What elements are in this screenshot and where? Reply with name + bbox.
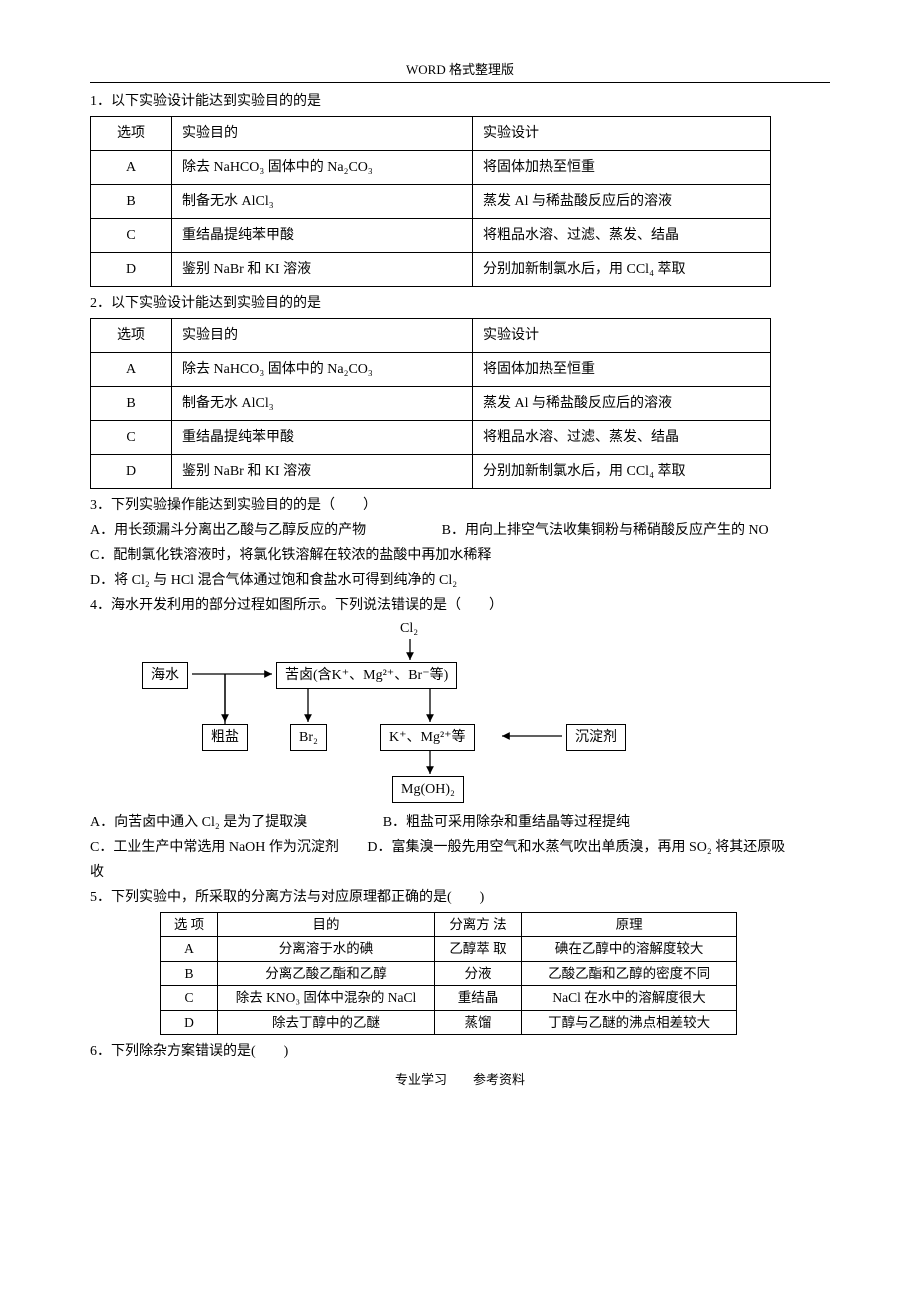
q4-ab: A．向苦卤中通入 Cl₂ 是为了提取溴 B．粗盐可采用除杂和重结晶等过程提纯 [90,812,830,833]
q2-r0c1: 除去 NaHCO₃ 固体中的 Na₂CO₃ [172,352,473,386]
q2-r2c1: 重结晶提纯苯甲酸 [172,420,473,454]
q1-r3c2: 分别加新制氯水后，用 CCl₄ 萃取 [473,252,771,286]
q4-seawater: 海水 [142,662,188,689]
q2-r2c0: C [91,420,172,454]
q3-c: C．配制氯化铁溶液时，将氯化铁溶解在较浓的盐酸中再加水稀释 [90,545,830,566]
q4-a: A．向苦卤中通入 Cl₂ 是为了提取溴 [90,815,307,830]
q5-stem: 5．下列实验中，所采取的分离方法与对应原理都正确的是( ) [90,887,830,908]
q4-d: D．富集溴一般先用空气和水蒸气吹出单质溴，再用 SO₂ 将其还原吸 [367,840,785,855]
q5-r3c0: D [161,1010,218,1035]
q3-stem: 3．下列实验操作能达到实验目的的是（ ） [90,495,830,516]
q3-ab: A．用长颈漏斗分离出乙酸与乙醇反应的产物 B．用向上排空气法收集铜粉与稀硝酸反应… [90,520,830,541]
q1-r0c0: A [91,150,172,184]
q5-r0c2: 乙醇萃 取 [435,937,522,962]
q5-r0c0: A [161,937,218,962]
q4-kmg: K⁺、Mg²⁺等 [380,724,475,751]
q2-stem: 2．以下实验设计能达到实验目的的是 [90,293,830,314]
q1-r0c1: 除去 NaHCO₃ 固体中的 Na₂CO₃ [172,150,473,184]
q5-r1c0: B [161,961,218,986]
q2-r1c0: B [91,386,172,420]
q5-h3: 原理 [522,912,737,937]
q3-a: A．用长颈漏斗分离出乙酸与乙醇反应的产物 [90,523,366,538]
q4-bittern: 苦卤(含K⁺、Mg²⁺、Br⁻等) [276,662,457,689]
q2-r1c1: 制备无水 AlCl₃ [172,386,473,420]
q5-r0c1: 分离溶于水的碘 [218,937,435,962]
q5-r2c3: NaCl 在水中的溶解度很大 [522,986,737,1011]
q4-diagram: Cl₂ 海水 苦卤(含K⁺、Mg²⁺、Br⁻等) 粗盐 Br₂ K⁺、Mg²⁺等… [130,624,670,804]
q5-r2c0: C [161,986,218,1011]
q2-r2c2: 将粗品水溶、过滤、蒸发、结晶 [473,420,771,454]
q5-r3c2: 蒸馏 [435,1010,522,1035]
q2-r3c1: 鉴别 NaBr 和 KI 溶液 [172,454,473,488]
q4-b: B．粗盐可采用除杂和重结晶等过程提纯 [383,815,630,830]
q5-r1c1: 分离乙酸乙酯和乙醇 [218,961,435,986]
q2-h1: 实验目的 [172,318,473,352]
q1-h0: 选项 [91,116,172,150]
q1-r2c2: 将粗品水溶、过滤、蒸发、结晶 [473,218,771,252]
q4-stem: 4．海水开发利用的部分过程如图所示。下列说法错误的是（ ） [90,595,830,616]
q5-r2c1: 除去 KNO₃ 固体中混杂的 NaCl [218,986,435,1011]
q2-r0c0: A [91,352,172,386]
q5-h1: 目的 [218,912,435,937]
page-header: WORD 格式整理版 [90,60,830,83]
q2-h0: 选项 [91,318,172,352]
q4-br2: Br₂ [290,724,327,751]
q2-r3c0: D [91,454,172,488]
q5-r3c3: 丁醇与乙醚的沸点相差较大 [522,1010,737,1035]
q1-r3c1: 鉴别 NaBr 和 KI 溶液 [172,252,473,286]
q1-r0c2: 将固体加热至恒重 [473,150,771,184]
q2-r1c2: 蒸发 Al 与稀盐酸反应后的溶液 [473,386,771,420]
q1-h2: 实验设计 [473,116,771,150]
q1-h1: 实验目的 [172,116,473,150]
q4-cl2-label: Cl₂ [400,618,418,639]
q5-r0c3: 碘在乙醇中的溶解度较大 [522,937,737,962]
q6-stem: 6．下列除杂方案错误的是( ) [90,1041,830,1062]
q5-r1c2: 分液 [435,961,522,986]
q2-r3c2: 分别加新制氯水后，用 CCl₄ 萃取 [473,454,771,488]
q5-table: 选 项 目的 分离方 法 原理 A分离溶于水的碘乙醇萃 取碘在乙醇中的溶解度较大… [160,912,737,1036]
q4-c: C．工业生产中常选用 NaOH 作为沉淀剂 [90,840,339,855]
q4-cd: C．工业生产中常选用 NaOH 作为沉淀剂 D．富集溴一般先用空气和水蒸气吹出单… [90,837,830,858]
q2-table: 选项 实验目的 实验设计 A除去 NaHCO₃ 固体中的 Na₂CO₃将固体加热… [90,318,771,489]
q2-h2: 实验设计 [473,318,771,352]
q4-mgoh2: Mg(OH)₂ [392,776,464,803]
q5-h2: 分离方 法 [435,912,522,937]
q5-r1c3: 乙酸乙酯和乙醇的密度不同 [522,961,737,986]
q4-crude-salt: 粗盐 [202,724,248,751]
page-footer: 专业学习 参考资料 [90,1070,830,1090]
q3-d: D．将 Cl₂ 与 HCl 混合气体通过饱和食盐水可得到纯净的 Cl₂ [90,570,830,591]
q1-r3c0: D [91,252,172,286]
q3-b: B．用向上排空气法收集铜粉与稀硝酸反应产生的 NO [442,523,769,538]
q1-r2c1: 重结晶提纯苯甲酸 [172,218,473,252]
q1-r1c1: 制备无水 AlCl₃ [172,184,473,218]
q1-r1c0: B [91,184,172,218]
q5-h0: 选 项 [161,912,218,937]
q1-r1c2: 蒸发 Al 与稀盐酸反应后的溶液 [473,184,771,218]
q5-r3c1: 除去丁醇中的乙醚 [218,1010,435,1035]
q4-d-cont: 收 [90,862,830,883]
q1-table: 选项 实验目的 实验设计 A除去 NaHCO₃ 固体中的 Na₂CO₃将固体加热… [90,116,771,287]
q1-r2c0: C [91,218,172,252]
q2-r0c2: 将固体加热至恒重 [473,352,771,386]
q4-precipitant: 沉淀剂 [566,724,626,751]
q1-stem: 1．以下实验设计能达到实验目的的是 [90,91,830,112]
q5-r2c2: 重结晶 [435,986,522,1011]
